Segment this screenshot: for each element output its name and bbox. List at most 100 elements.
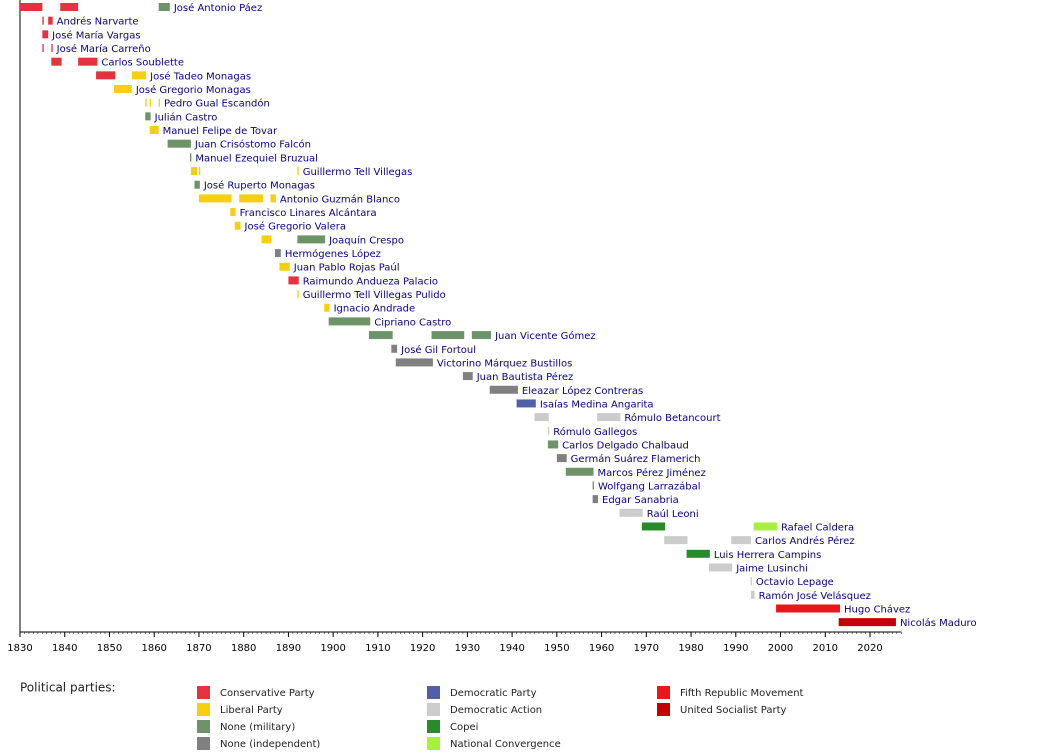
president-name: Ignacio Andrade (334, 304, 416, 315)
term-bar (78, 57, 98, 66)
president-name: Victorino Márquez Bustillos (437, 357, 572, 369)
legend-swatch (427, 720, 440, 733)
x-tick-label: 1910 (365, 643, 390, 654)
term-bar (158, 98, 161, 107)
term-bar (42, 30, 49, 39)
president-name: Hugo Chávez (844, 603, 910, 615)
president-name: José Antonio Páez (173, 2, 262, 14)
president-name: José Tadeo Monagas (149, 70, 251, 82)
x-tick-label: 1890 (276, 643, 301, 654)
x-tick-label: 1960 (589, 643, 614, 654)
president-name: Raimundo Andueza Palacio (303, 276, 438, 287)
legend-label: Fifth Republic Movement (680, 688, 804, 699)
president-name: José María Vargas (51, 29, 140, 41)
x-tick-label: 1900 (320, 643, 345, 654)
term-bar (42, 44, 44, 53)
term-bar (368, 331, 393, 340)
term-bar (547, 426, 550, 435)
term-bar (838, 618, 896, 627)
term-bar (113, 85, 132, 94)
term-bar (51, 57, 62, 66)
president-name: Joaquín Crespo (328, 234, 404, 246)
president-name: José María Carreño (56, 43, 151, 55)
term-bar (776, 604, 841, 613)
president-name: Cipriano Castro (374, 317, 451, 328)
x-tick-label: 2010 (813, 643, 838, 654)
x-tick-label: 1880 (231, 643, 256, 654)
president-name: Julián Castro (154, 111, 218, 123)
x-tick-label: 1830 (7, 643, 32, 654)
president-name: José Gil Fortoul (400, 344, 476, 356)
term-bar (395, 358, 433, 367)
president-name: Isaías Medina Angarita (540, 398, 654, 410)
president-name: Carlos Andrés Pérez (755, 535, 855, 547)
president-name: Juan Bautista Pérez (476, 371, 574, 383)
president-name: Juan Vicente Gómez (494, 330, 596, 342)
legend-label: Copei (450, 722, 478, 733)
president-name: Germán Suárez Flamerich (571, 453, 701, 465)
term-bar (556, 454, 567, 463)
term-bar (261, 235, 272, 244)
legend-label: Conservative Party (220, 688, 315, 699)
legend-swatch (197, 703, 210, 716)
president-name: Manuel Felipe de Tovar (163, 126, 278, 137)
legend-swatch (427, 737, 440, 750)
president-name: Carlos Delgado Chalbaud (562, 440, 689, 451)
president-name: Antonio Guzmán Blanco (280, 193, 400, 205)
term-bar (686, 549, 710, 558)
president-name: Wolfgang Larrazábal (598, 480, 701, 492)
term-bar (190, 167, 198, 176)
term-bar (234, 221, 241, 230)
term-bar (194, 180, 200, 189)
president-name: Jaime Lusinchi (735, 563, 808, 574)
legend-swatch (427, 703, 440, 716)
x-tick-label: 1850 (97, 643, 122, 654)
term-bar (565, 467, 594, 476)
x-tick-label: 2020 (857, 643, 882, 654)
term-bar (230, 208, 236, 217)
term-bar (431, 331, 465, 340)
legend-title: Political parties: (20, 681, 116, 695)
president-name: Francisco Linares Alcántara (240, 207, 377, 219)
term-bar (190, 153, 192, 162)
term-bar (297, 167, 299, 176)
president-name: Marcos Pérez Jiménez (598, 467, 706, 479)
president-name: Guillermo Tell Villegas (303, 167, 413, 178)
term-bar (489, 385, 518, 394)
president-name: Eleazar López Contreras (522, 385, 643, 397)
term-bar (750, 577, 752, 586)
president-name: Edgar Sanabria (602, 495, 679, 506)
president-name: Rafael Caldera (781, 522, 854, 533)
term-bar (462, 372, 473, 381)
term-bar (60, 3, 79, 11)
legend-label: National Convergence (450, 739, 561, 750)
term-bar (516, 399, 536, 408)
term-bar (731, 536, 751, 545)
president-name: Octavio Lepage (756, 577, 834, 588)
president-name: Juan Pablo Rojas Paúl (293, 262, 400, 274)
president-name: Carlos Soublette (101, 58, 184, 69)
term-bar (664, 536, 688, 545)
term-bar (198, 167, 201, 176)
term-bar (751, 590, 755, 599)
term-bar (131, 71, 147, 80)
x-tick-label: 1920 (410, 643, 435, 654)
term-bar (592, 495, 598, 504)
legend-swatch (197, 737, 210, 750)
x-tick-label: 1940 (499, 643, 524, 654)
legend-swatch (197, 686, 210, 699)
legend-label: Democratic Party (450, 688, 537, 699)
president-name: Raúl Leoni (647, 508, 699, 520)
president-name: Rómulo Betancourt (624, 412, 720, 424)
x-tick-label: 1980 (678, 643, 703, 654)
term-bar (592, 481, 594, 490)
president-name: Guillermo Tell Villegas Pulido (303, 290, 446, 301)
term-bar (279, 262, 290, 271)
president-name: Andrés Narvarte (57, 16, 139, 28)
president-name: Hermógenes López (285, 248, 381, 260)
president-name: Juan Crisóstomo Falcón (194, 139, 311, 151)
term-bar (239, 194, 263, 203)
president-name: Manuel Ezequiel Bruzual (195, 153, 318, 164)
term-bar (597, 413, 621, 422)
